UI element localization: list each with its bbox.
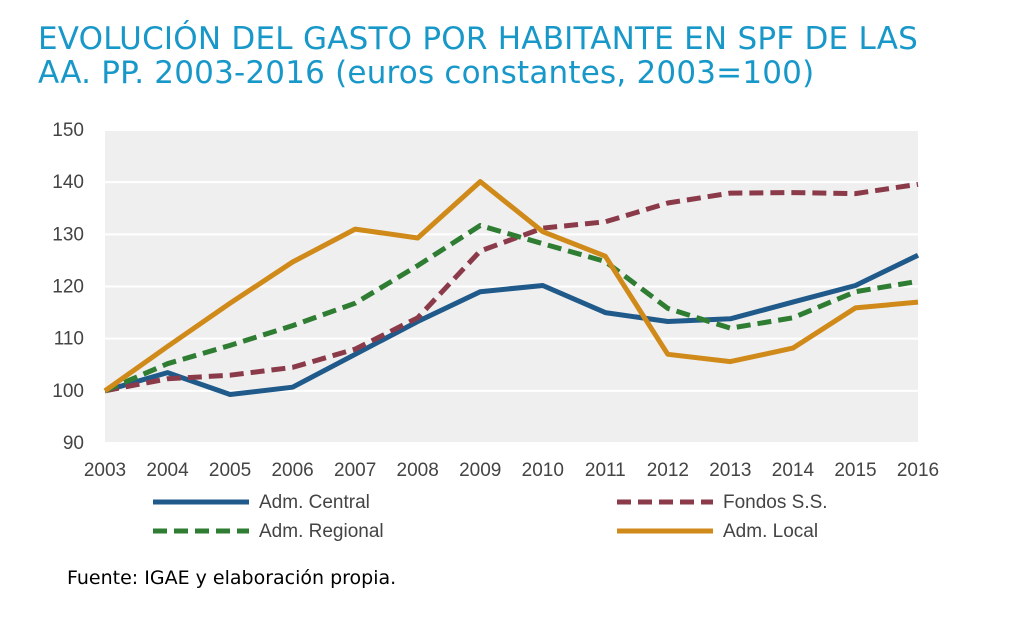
series-line-adm-central xyxy=(104,252,920,397)
x-tick-label: 2005 xyxy=(209,460,251,481)
x-tick-label: 2011 xyxy=(585,460,626,481)
x-tick-label: 2015 xyxy=(834,460,876,481)
series-line-adm-regional xyxy=(104,223,919,394)
y-tick-label: 150 xyxy=(52,120,84,141)
x-tick-label: 2007 xyxy=(334,460,376,481)
x-tick-label: 2004 xyxy=(146,460,189,481)
series-line-adm-local xyxy=(103,179,919,393)
x-tick-label: 2003 xyxy=(84,460,126,481)
legend-label: Adm. Regional xyxy=(259,521,384,542)
source-note: Fuente: IGAE y elaboración propia. xyxy=(67,567,397,589)
y-tick-label: 140 xyxy=(52,172,84,193)
y-tick-label: 110 xyxy=(54,329,84,350)
y-tick-label: 90 xyxy=(63,433,84,454)
series-lines xyxy=(103,179,920,397)
legend-label: Adm. Central xyxy=(259,492,370,513)
legend-label: Fondos S.S. xyxy=(723,492,828,513)
y-tick-label: 120 xyxy=(52,277,84,298)
series-line-fondos-s-s xyxy=(104,181,919,394)
x-tick-label: 2008 xyxy=(397,460,439,481)
y-tick-label: 130 xyxy=(52,224,84,245)
x-tick-label: 2014 xyxy=(772,460,815,481)
legend-label: Adm. Local xyxy=(723,521,818,542)
y-axis-ticks: 90 100 110 120 130 140 150 xyxy=(52,120,84,454)
x-tick-label: 2013 xyxy=(709,460,751,481)
y-tick-label: 100 xyxy=(52,381,84,402)
x-tick-label: 2009 xyxy=(459,460,501,481)
x-axis-ticks: 2003 2004 2005 2006 2007 2008 2009 2010 2011 2012… xyxy=(84,460,939,481)
chart-title: EVOLUCIÓN DEL GASTO POR HABITANTE EN SPF… xyxy=(38,22,918,90)
x-tick-label: 2006 xyxy=(271,460,313,481)
chart-title-line-2: AA. PP. 2003-2016 (euros constantes, 200… xyxy=(38,55,815,91)
legend: Adm. Central Fondos S.S. Adm. Regional Adm.… xyxy=(153,492,828,542)
x-tick-label: 2010 xyxy=(522,460,564,481)
x-tick-label: 2012 xyxy=(647,460,689,481)
x-tick-label: 2016 xyxy=(897,460,939,481)
chart-title-line-1: EVOLUCIÓN DEL GASTO POR HABITANTE EN SPF… xyxy=(38,21,918,57)
